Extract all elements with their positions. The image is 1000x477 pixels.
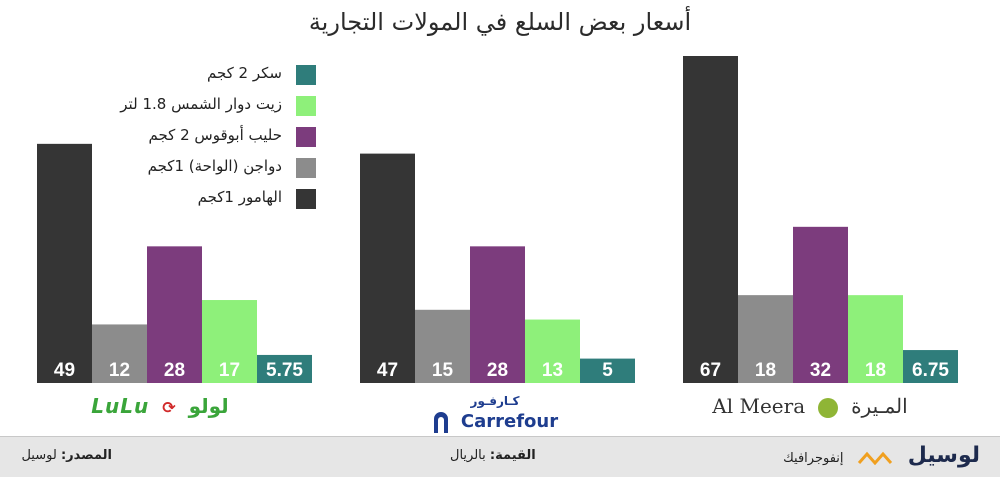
- legend-label: حليب أبوقوس 2 كجم: [148, 126, 282, 144]
- bar-chart: 49 12 28 17 5.75 47 15 28 13 5 67 18 32 18 6.75: [37, 56, 958, 383]
- chart-title: أسعار بعض السلع في المولات التجارية: [308, 8, 692, 36]
- legend-item: الهامور 1كجم: [130, 186, 330, 217]
- bar-group: 47 15 28 13 5: [360, 153, 635, 383]
- source-value: لوسيل: [21, 448, 57, 463]
- bar: [848, 295, 903, 383]
- footer-bar: المصدر: لوسيل القيمة: بالريال لوسيل إنفو…: [0, 436, 1000, 477]
- carrefour-emblem-icon: [433, 411, 448, 433]
- footer-brand: لوسيل إنفوجرافيك: [783, 443, 980, 468]
- bar-group: 49 12 28 17 5.75: [37, 143, 312, 383]
- store-logo-carrefour: كـارفـور Carrefour: [420, 394, 570, 433]
- unit-value: بالريال: [450, 448, 486, 463]
- legend-item: حليب أبوقوس 2 كجم: [130, 124, 330, 155]
- store-logo-almeera: Al Meera المـيرة: [700, 394, 920, 424]
- bar: [580, 358, 635, 383]
- bar-value-label: 13: [542, 360, 563, 381]
- almeera-logo-ar: المـيرة: [851, 394, 908, 418]
- bar-group: 67 18 32 18 6.75: [683, 56, 958, 383]
- brand-name: لوسيل: [907, 443, 980, 468]
- legend-item: زيت دوار الشمس 1.8 لتر: [120, 93, 330, 124]
- store-logo-lulu: LuLu ⟳ لولو: [80, 394, 240, 424]
- bar: [415, 309, 470, 383]
- almeera-leaf-icon: [818, 397, 839, 418]
- legend-item: دواجن (الواحة) 1كجم: [130, 155, 330, 186]
- unit-label: القيمة:: [489, 448, 536, 463]
- bar-value-label: 18: [755, 360, 776, 381]
- bar-value-label: 5.75: [266, 360, 303, 381]
- bar-value-label: 15: [432, 360, 454, 381]
- bar: [903, 350, 958, 383]
- bar-value-label: 18: [865, 360, 886, 381]
- legend-swatch: [296, 65, 316, 85]
- bar-value-label: 67: [700, 360, 721, 381]
- brand-sub: إنفوجرافيك: [783, 451, 844, 466]
- legend-item: سكر 2 كجم: [130, 62, 330, 93]
- carrefour-logo-ar: كـارفـور: [470, 394, 520, 408]
- bar-value-label: 12: [109, 360, 130, 381]
- bar: [202, 300, 257, 383]
- bar: [37, 143, 92, 383]
- bar: [525, 319, 580, 383]
- bar: [92, 324, 147, 383]
- bar: [738, 295, 793, 383]
- legend-swatch: [296, 189, 316, 209]
- legend-label: سكر 2 كجم: [206, 64, 282, 82]
- lulu-emblem-icon: ⟳: [162, 398, 176, 417]
- bar-value-label: 49: [54, 360, 75, 381]
- bar-value-label: 6.75: [912, 360, 949, 381]
- bar-value-label: 47: [377, 360, 398, 381]
- legend-label: دواجن (الواحة) 1كجم: [147, 157, 282, 175]
- legend-swatch: [296, 96, 316, 116]
- bar: [793, 226, 848, 383]
- legend-swatch: [296, 127, 316, 147]
- source-label: المصدر:: [60, 448, 112, 463]
- legend-label: الهامور 1كجم: [197, 188, 282, 206]
- bar-value-label: 5: [602, 360, 613, 381]
- brand-chevron-icon: [857, 451, 892, 465]
- bar: [257, 354, 312, 383]
- bar: [147, 246, 202, 383]
- lulu-logo-en: LuLu: [91, 394, 150, 418]
- legend-label: زيت دوار الشمس 1.8 لتر: [120, 95, 282, 113]
- bar: [683, 56, 738, 383]
- footer-unit: القيمة: بالريال: [450, 448, 536, 463]
- bar-value-label: 28: [487, 360, 508, 381]
- bar-value-label: 28: [164, 360, 185, 381]
- carrefour-logo-en: Carrefour: [460, 411, 559, 432]
- bar-value-label: 17: [219, 360, 240, 381]
- bar-value-label: 32: [810, 360, 831, 381]
- bar: [360, 153, 415, 383]
- almeera-logo-en: Al Meera: [712, 394, 806, 418]
- bar: [470, 246, 525, 383]
- lulu-logo-ar: لولو: [188, 394, 229, 418]
- legend-swatch: [296, 158, 316, 178]
- chart-legend: سكر 2 كجم زيت دوار الشمس 1.8 لتر حليب أبوق…: [120, 62, 330, 217]
- footer-source: المصدر: لوسيل: [21, 448, 112, 463]
